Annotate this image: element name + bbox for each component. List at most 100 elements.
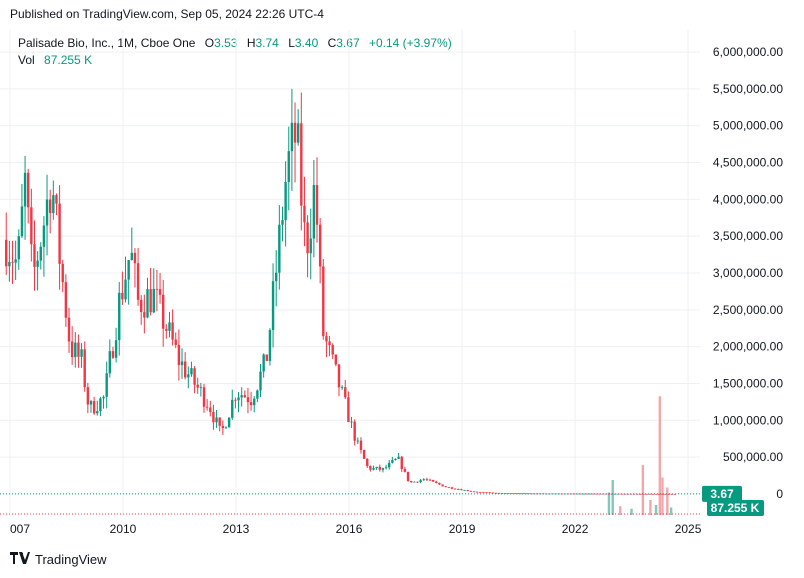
footer-brand: TradingView xyxy=(35,551,107,567)
y-tick-label: 4,000,000.00 xyxy=(713,192,783,206)
candle-body xyxy=(356,440,360,442)
close-label: C xyxy=(327,36,337,50)
candle-body xyxy=(388,462,391,468)
candle-body xyxy=(435,481,438,483)
candle-body xyxy=(275,272,278,282)
candle-body xyxy=(595,493,598,495)
candle-body xyxy=(510,493,513,494)
low-value: 3.40 xyxy=(294,36,319,50)
candle-body xyxy=(14,259,17,263)
volume-bar xyxy=(658,396,662,515)
candle-body xyxy=(463,490,466,491)
candle-body xyxy=(513,493,516,495)
candle-body xyxy=(218,417,221,426)
y-tick-label: 1,500,000.00 xyxy=(713,376,783,390)
low-label: L xyxy=(288,36,295,50)
candle-body xyxy=(636,493,639,495)
y-tick-label: 0 xyxy=(776,487,783,501)
y-tick-label: 2,000,000.00 xyxy=(713,340,783,354)
candle-body xyxy=(384,467,388,469)
candle-body xyxy=(80,349,83,357)
candle-body xyxy=(114,340,118,358)
candle-body xyxy=(444,486,447,488)
volume-row: Vol 87.255 K xyxy=(18,52,452,69)
candle-body xyxy=(240,395,243,398)
candle-body xyxy=(83,349,86,388)
candle-body xyxy=(576,493,579,495)
candle-body xyxy=(168,322,171,331)
last-price-badge xyxy=(702,485,742,502)
candle-body xyxy=(494,492,498,494)
candle-body xyxy=(588,493,592,495)
candle-body xyxy=(193,368,196,385)
candle-body xyxy=(36,260,39,267)
volume-bar xyxy=(611,480,614,515)
candle-body xyxy=(215,417,218,423)
candle-body xyxy=(190,368,193,375)
candle-body xyxy=(648,493,651,495)
candle-body xyxy=(441,484,444,487)
candle-body xyxy=(419,480,422,483)
candle-body xyxy=(632,493,636,495)
candle-body xyxy=(108,351,112,374)
candle-body xyxy=(375,466,378,469)
candle-body xyxy=(604,493,608,495)
candle-body xyxy=(102,396,105,399)
candle-body xyxy=(639,493,642,495)
y-tick-label: 4,500,000.00 xyxy=(713,156,783,170)
candle-body xyxy=(243,395,247,398)
candle-body xyxy=(278,224,281,273)
candle-body xyxy=(77,342,80,357)
footer: TradingView xyxy=(10,551,107,567)
last-volume-label: 87.255 K xyxy=(711,501,760,515)
candle-body xyxy=(516,493,520,495)
candle-body xyxy=(268,330,272,361)
candle-body xyxy=(174,339,177,345)
candle-body xyxy=(136,263,140,300)
y-tick-label: 5,000,000.00 xyxy=(713,119,783,133)
candle-body xyxy=(8,261,11,267)
candle-body xyxy=(479,492,482,493)
candle-body xyxy=(340,387,344,388)
candle-body xyxy=(573,493,576,495)
candle-body xyxy=(522,493,526,495)
candle-body xyxy=(532,493,535,495)
candle-body xyxy=(265,354,268,361)
volume-value: 87.255 K xyxy=(44,53,93,67)
candle-body xyxy=(570,493,573,495)
candle-body xyxy=(5,239,8,267)
candle-body xyxy=(485,492,488,493)
candle-body xyxy=(281,220,284,225)
candle-body xyxy=(234,399,237,401)
candle-body xyxy=(89,401,93,405)
candle-body xyxy=(177,344,181,365)
candle-body xyxy=(457,489,460,490)
candle-body xyxy=(482,492,485,493)
candle-body xyxy=(378,466,381,470)
candle-body xyxy=(670,493,673,495)
candle-body xyxy=(359,440,363,450)
candle-body xyxy=(152,288,155,313)
candle-body xyxy=(362,449,366,459)
candle-body xyxy=(645,493,648,495)
candle-body xyxy=(654,493,658,495)
candle-body xyxy=(475,491,479,493)
y-tick-label: 6,000,000.00 xyxy=(713,45,783,59)
y-tick-label: 3,000,000.00 xyxy=(713,266,783,280)
candle-body xyxy=(409,481,413,483)
candle-body xyxy=(48,199,52,214)
candle-body xyxy=(256,390,259,399)
candle-body xyxy=(224,427,228,429)
candle-body xyxy=(598,493,601,495)
ohlc-row: Palisade Bio, Inc., 1M, Cboe One O3.53 H… xyxy=(18,35,452,52)
candle-body xyxy=(312,185,316,239)
last-price-label: 3.67 xyxy=(710,487,734,501)
ohlc-legend: Palisade Bio, Inc., 1M, Cboe One O3.53 H… xyxy=(18,35,452,69)
candle-body xyxy=(438,482,441,485)
candle-body xyxy=(413,481,416,483)
candle-body xyxy=(651,493,655,495)
candle-body xyxy=(33,244,36,267)
candle-body xyxy=(661,493,664,495)
candle-body xyxy=(262,354,265,372)
